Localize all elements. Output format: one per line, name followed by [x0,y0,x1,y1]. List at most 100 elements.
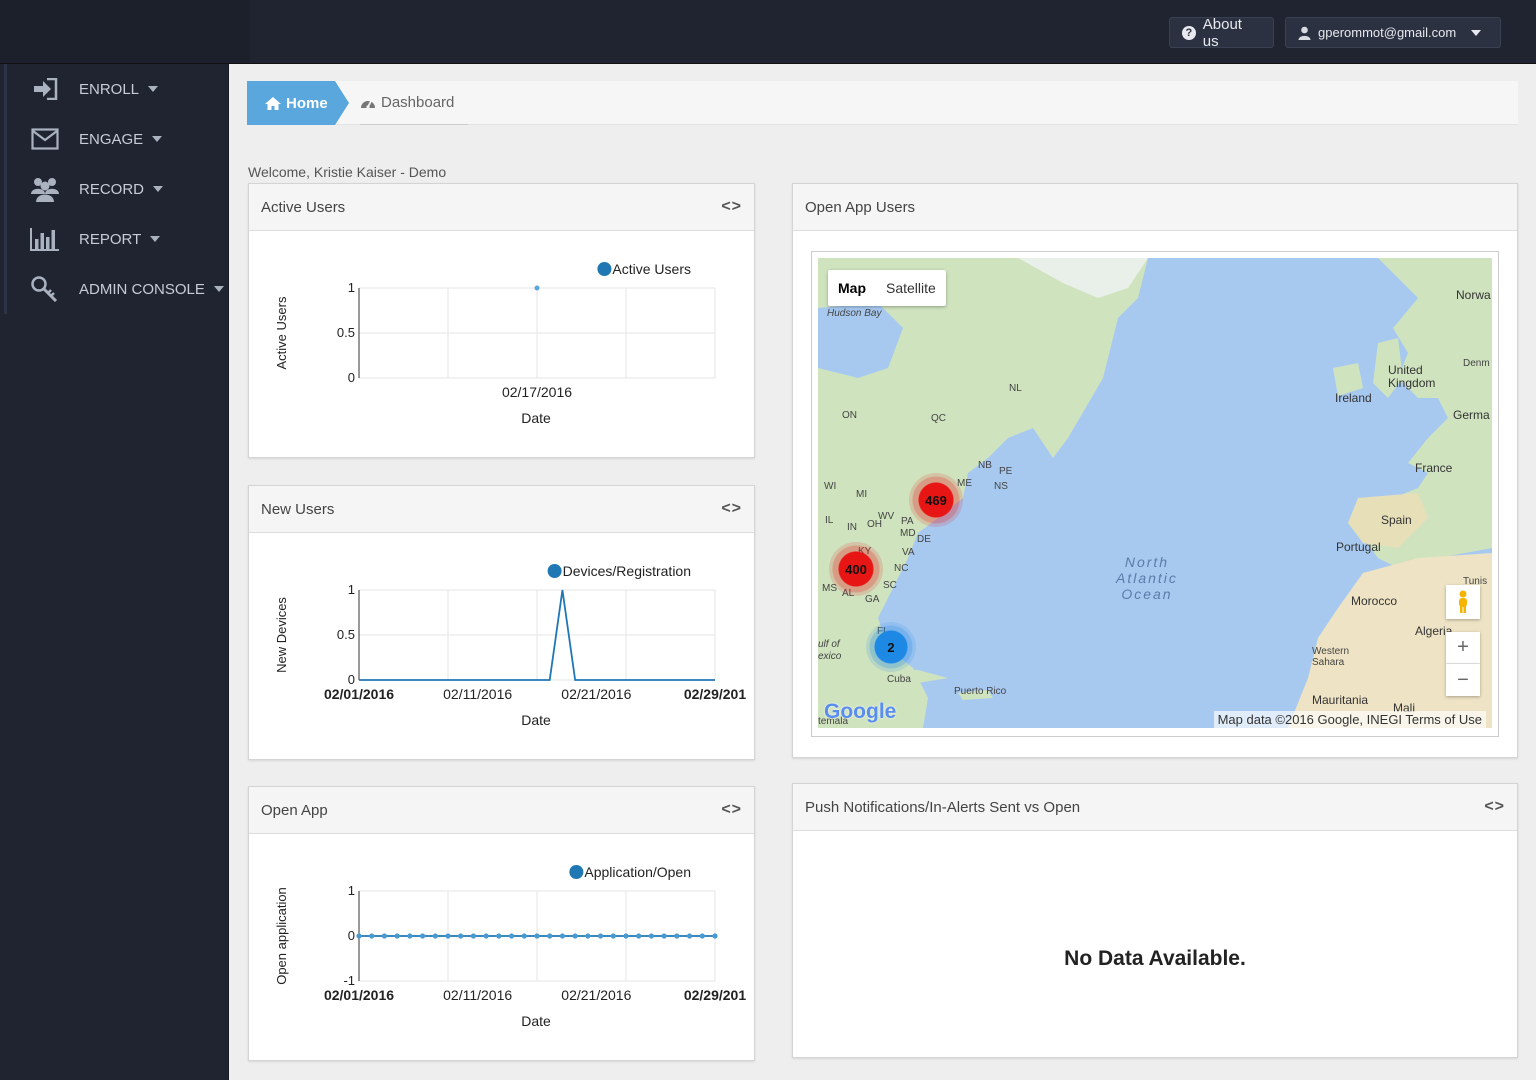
ocean-label: North Atlantic Ocean [1116,554,1178,602]
data-point [458,933,464,939]
x-tick-label: 02/21/2016 [561,686,631,702]
new-users-panel: New Users <> 0 0.5 1 02/01/2016 02/11/2016 02… [248,485,755,760]
breadcrumb-separator [335,81,349,125]
y-tick-label: 0.5 [337,325,355,340]
expand-code-icon[interactable]: <> [1484,798,1505,815]
x-tick-label: 02/01/2016 [324,987,394,1003]
data-point [483,933,489,939]
map-label: MS [822,583,837,594]
map-label: Mauritania [1312,693,1369,707]
map-type-toggle: Map Satellite [828,270,946,306]
data-point [419,933,426,939]
data-point [470,933,477,939]
data-point [559,933,566,939]
map-label: SC [883,580,897,591]
user-menu-button[interactable]: gperommot@gmail.com [1285,17,1501,48]
sidebar-item-enroll[interactable]: ENROLL [4,64,229,114]
street-view-pegman-icon[interactable] [1446,585,1480,619]
series-line [359,589,715,681]
map-label: NB [978,460,992,471]
x-tick-label: 02/29/201 [684,686,746,702]
map-label: Spain [1381,513,1412,527]
map-label: Norwa [1456,288,1491,302]
panel-title: Open App Users [805,198,916,216]
panel-body: -1 0 1 02/01/2016 02/11/2016 02/21/2016 02/29/… [249,834,754,1060]
panel-header: Push Notifications/In-Alerts Sent vs Ope… [793,784,1517,831]
data-point [686,933,693,939]
sidebar-item-label: ENGAGE [79,130,144,148]
map[interactable]: Map Satellite Hudson Bay Ireland United … [818,258,1492,728]
y-axis-label: Open application [274,887,289,985]
sidebar-item-record[interactable]: RECORD [4,164,229,214]
data-point [572,933,578,939]
map-label: United Kingdom [1388,363,1436,390]
zoom-out-icon[interactable]: − [1446,664,1480,696]
zoom-in-icon[interactable]: + [1446,632,1480,664]
y-tick-label: 0 [348,672,355,687]
data-point [394,933,400,939]
map-cluster-marker[interactable]: 2 [866,622,916,672]
chevron-down-icon [153,186,164,192]
map-label: NS [994,481,1008,492]
legend-swatch [547,564,562,578]
y-tick-label: -1 [343,973,355,988]
sidebar-item-report[interactable]: REPORT [4,214,229,264]
breadcrumb-dashboard-label: Dashboard [381,94,455,111]
map-label: Germa [1453,408,1490,422]
map-label: MI [856,489,868,500]
map-attribution: Map data ©2016 Google, INEGI Terms of Us… [1213,711,1486,728]
map-tab-satellite[interactable]: Satellite [886,280,936,296]
expand-code-icon[interactable]: <> [721,198,742,215]
map-cluster-marker[interactable]: 400 [829,542,883,596]
chevron-down-icon [213,286,224,292]
data-point [610,933,616,939]
home-icon [265,96,281,110]
map-label: Portugal [1336,540,1381,554]
panel-header: New Users <> [249,486,754,533]
map-label: Western Sahara [1312,646,1350,668]
data-point [356,933,362,939]
panel-body: 0 0.5 1 02/01/2016 02/11/2016 02/21/2016 02/29… [249,533,754,759]
x-axis-label: Date [521,712,551,728]
x-tick-label: 02/01/2016 [324,686,394,702]
map-cluster-marker[interactable]: 469 [909,473,963,527]
y-tick-label: 1 [348,582,355,597]
sidebar-item-engage[interactable]: ENGAGE [4,114,229,164]
map-label: WI [824,481,837,492]
top-navbar: ? About us gperommot@gmail.com [0,0,1536,64]
breadcrumb-home-link[interactable]: Home [247,81,335,125]
breadcrumb-dashboard[interactable]: Dashboard [360,81,468,125]
data-point [648,933,655,939]
panel-header: Open App Users [793,184,1517,231]
map-label: Puerto Rico [954,686,1007,697]
data-point [369,933,375,939]
map-label: DE [917,534,931,545]
x-tick-label: 02/29/201 [684,987,746,1003]
x-tick-label: 02/11/2016 [443,686,512,702]
map-label: PE [999,466,1013,477]
map-label: IN [847,522,857,533]
map-tab-map[interactable]: Map [838,280,866,296]
cluster-count: 469 [925,492,947,508]
x-axis-label: Date [521,410,551,426]
map-label: NL [1009,383,1022,394]
y-tick-label: 0.5 [337,627,355,642]
legend-swatch [597,262,612,276]
about-us-button[interactable]: ? About us [1169,16,1274,50]
data-point [407,933,413,939]
map-label: Algeria [1415,624,1453,638]
panel-title: New Users [261,500,335,518]
map-label: Ireland [1335,391,1372,405]
data-point [597,933,604,939]
sidebar-item-label: ENROLL [79,80,140,98]
open-app-users-panel: Open App Users [792,183,1518,758]
expand-code-icon[interactable]: <> [721,801,742,818]
sidebar-item-admin-console[interactable]: ADMIN CONSOLE [4,264,229,314]
x-tick-label: 02/11/2016 [443,987,512,1003]
map-label: ON [842,410,857,421]
x-axis-label: Date [521,1013,551,1029]
panel-header: Active Users <> [249,184,754,231]
expand-code-icon[interactable]: <> [721,500,742,517]
map-label: PA [901,516,914,527]
new-users-chart: 0 0.5 1 02/01/2016 02/11/2016 02/21/2016 02/29… [274,563,746,728]
